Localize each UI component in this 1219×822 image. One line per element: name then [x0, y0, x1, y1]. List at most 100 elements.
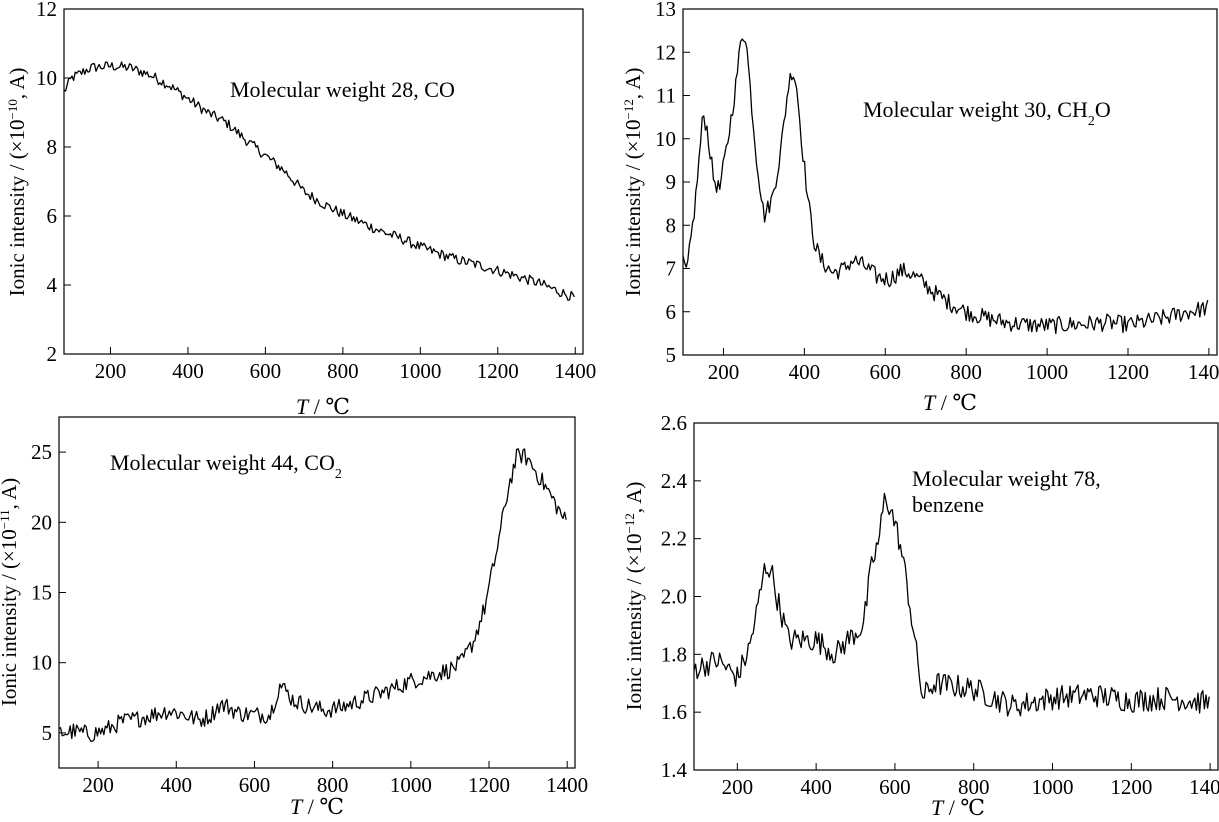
y-tick-label: 8: [666, 213, 677, 237]
x-tick-label: 400: [789, 360, 821, 384]
y-axis-label: Ionic intensity / (×10−11, A): [0, 478, 21, 706]
annotation-main: Molecular weight 78,: [912, 466, 1101, 491]
y-tick-label: 4: [47, 273, 58, 297]
x-tick-label: 1000: [1032, 775, 1074, 799]
x-tick-label: 800: [950, 360, 982, 384]
y-tick-label: 6: [666, 300, 677, 324]
series-annotation: Molecular weight 28, CO: [230, 77, 455, 102]
series-line: [63, 61, 575, 301]
x-tick-label: 600: [879, 775, 911, 799]
x-axis-var: T: [290, 794, 304, 819]
x-axis-unit: / ℃: [943, 795, 985, 820]
y-tick-label: 12: [36, 0, 57, 21]
x-axis-unit: / ℃: [935, 390, 977, 415]
y-axis-exponent: −12: [622, 513, 637, 533]
x-tick-label: 600: [239, 773, 271, 797]
x-tick-label: 1000: [390, 773, 432, 797]
y-tick-label: 2.6: [661, 411, 687, 435]
x-tick-label: 1000: [1026, 360, 1068, 384]
y-tick-label: 10: [655, 127, 676, 151]
annotation-tail: O: [1095, 97, 1111, 122]
y-axis-tail: , A): [621, 68, 645, 100]
y-tick-label: 2.0: [661, 585, 687, 609]
x-axis-unit: / ℃: [302, 794, 344, 819]
series-annotation-line2: benzene: [912, 492, 984, 517]
x-tick-label: 400: [800, 775, 832, 799]
y-tick-label: 2: [47, 342, 58, 366]
y-axis-tail: , A): [622, 482, 646, 514]
y-axis-main: Ionic intensity / (×10: [622, 533, 646, 710]
annotation-subscript: 2: [335, 467, 342, 482]
y-tick-label: 2.4: [661, 469, 688, 493]
x-tick-label: 800: [317, 773, 349, 797]
y-tick-label: 13: [655, 0, 676, 21]
series-line: [693, 492, 1210, 717]
y-tick-label: 10: [31, 651, 52, 675]
chart-panel-2: 200 400 600 800 1000 1200 1400 5 6 7 8 9 10 11 12 13 T /…: [621, 0, 1219, 415]
x-tick-label: 400: [161, 773, 193, 797]
y-tick-label: 2.2: [661, 527, 687, 551]
x-axis-label: T / ℃: [290, 794, 344, 819]
x-axis-label: T / ℃: [296, 394, 350, 419]
chart-panel-3: 200 400 600 800 1000 1200 1400 5 10 15 20 25 T / ℃ Io…: [0, 416, 588, 819]
y-tick-label: 11: [656, 84, 676, 108]
x-axis-label: T / ℃: [923, 390, 977, 415]
y-axis-tail: , A): [5, 68, 29, 100]
x-axis-unit: / ℃: [308, 394, 350, 419]
series-annotation: Molecular weight 78,: [912, 466, 1101, 491]
y-tick-label: 6: [47, 204, 58, 228]
x-tick-label: 800: [327, 359, 359, 383]
series-annotation: Molecular weight 44, CO2: [110, 450, 342, 482]
x-tick-label: 1200: [1110, 775, 1152, 799]
y-tick-label: 1.8: [661, 642, 687, 666]
x-tick-label: 200: [708, 360, 740, 384]
y-tick-label: 5: [666, 343, 677, 367]
annotation-main: Molecular weight 44, CO: [110, 450, 335, 475]
annotation-main: Molecular weight 28, CO: [230, 77, 455, 102]
y-tick-label: 20: [31, 510, 52, 534]
chart-panel-1: 200 400 600 800 1000 1200 1400 2 4 6 8 10 12 T / ℃ Ion…: [5, 0, 597, 419]
y-tick-label: 10: [36, 66, 57, 90]
x-tick-label: 1000: [399, 359, 441, 383]
y-tick-label: 1.6: [661, 700, 687, 724]
x-tick-label: 1400: [546, 773, 588, 797]
x-tick-label: 600: [250, 359, 282, 383]
y-axis-label: Ionic intensity / (×10−12, A): [622, 482, 647, 711]
series-annotation: Molecular weight 30, CH2O: [863, 97, 1111, 129]
y-tick-label: 9: [666, 170, 677, 194]
y-axis-main: Ionic intensity / (×10: [621, 119, 645, 296]
y-axis-label: Ionic intensity / (×10−10, A): [5, 68, 30, 297]
plot-frame: [63, 8, 584, 355]
y-axis-exponent: −12: [621, 99, 636, 119]
series-line: [58, 448, 567, 743]
x-tick-label: 400: [172, 359, 204, 383]
annotation-subscript: 2: [1088, 114, 1095, 129]
y-axis-label: Ionic intensity / (×10−12, A): [621, 68, 646, 297]
x-tick-label: 200: [82, 773, 114, 797]
y-axis-main: Ionic intensity / (×10: [0, 529, 21, 706]
y-axis-tail: , A): [0, 478, 21, 510]
x-tick-label: 1400: [1188, 360, 1219, 384]
chart-panel-4: 200 400 600 800 1000 1200 1400 1.4 1.6 1.8 2.0 2.2 2…: [622, 411, 1219, 820]
y-axis-exponent: −10: [5, 99, 20, 119]
y-tick-label: 7: [666, 257, 677, 281]
x-tick-label: 200: [722, 775, 754, 799]
x-axis-var: T: [931, 795, 945, 820]
x-tick-label: 1200: [468, 773, 510, 797]
x-axis-var: T: [923, 390, 937, 415]
x-tick-label: 1400: [554, 359, 596, 383]
x-tick-label: 200: [95, 359, 127, 383]
y-tick-label: 25: [31, 440, 52, 464]
x-tick-label: 1400: [1189, 775, 1219, 799]
y-tick-label: 8: [47, 135, 58, 159]
x-tick-label: 1200: [1107, 360, 1149, 384]
y-axis-main: Ionic intensity / (×10: [5, 119, 29, 296]
y-axis-exponent: −11: [0, 509, 12, 529]
y-tick-label: 15: [31, 581, 52, 605]
y-tick-label: 1.4: [661, 758, 688, 782]
y-tick-label: 5: [42, 721, 53, 745]
x-tick-label: 800: [958, 775, 990, 799]
annotation-main: Molecular weight 30, CH: [863, 97, 1088, 122]
x-tick-label: 600: [870, 360, 902, 384]
